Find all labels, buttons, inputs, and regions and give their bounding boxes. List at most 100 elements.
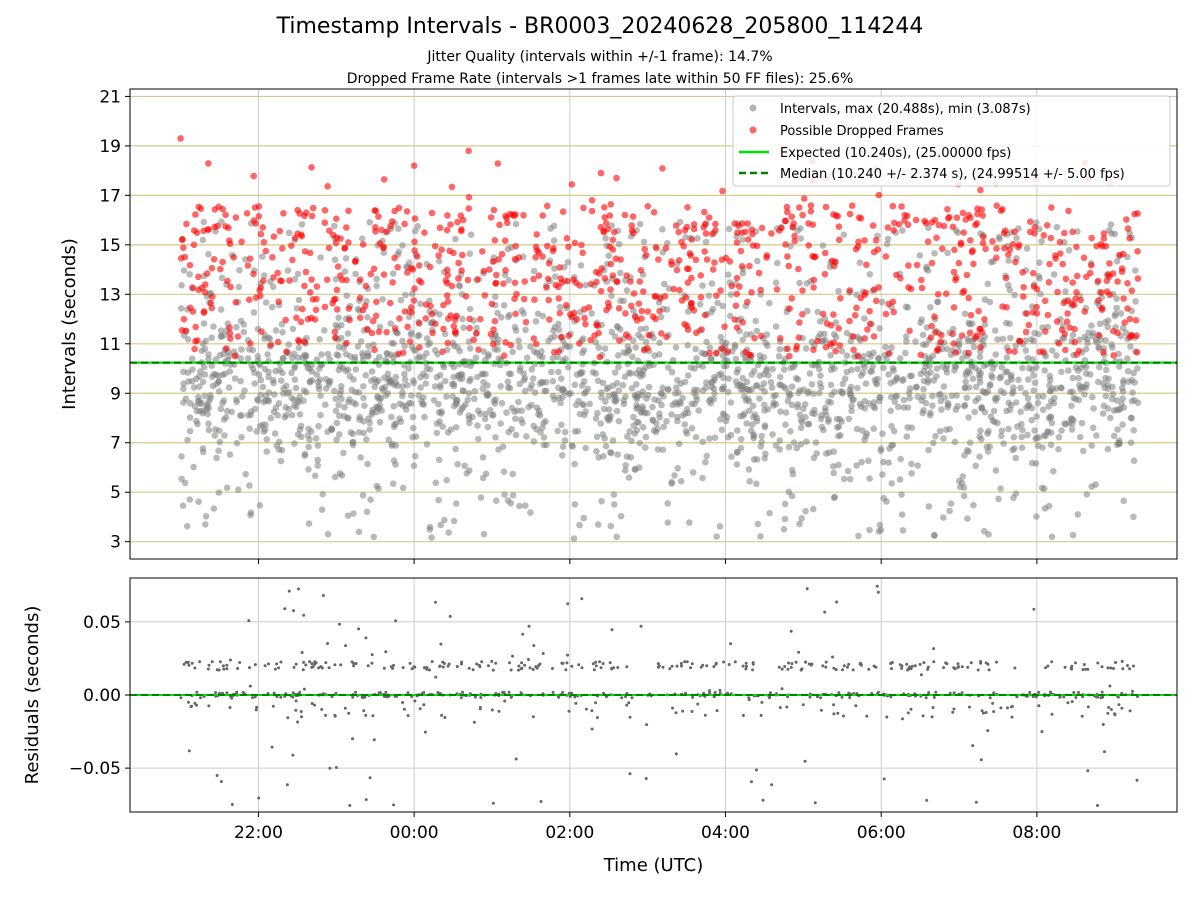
dropped-frame-point — [783, 203, 791, 211]
dropped-frame-point — [1025, 321, 1033, 329]
interval-point — [964, 515, 971, 522]
dropped-frame-point — [676, 286, 683, 294]
interval-point — [437, 521, 445, 529]
dropped-frame-point — [993, 254, 1000, 262]
interval-point — [902, 349, 909, 357]
interval-point — [251, 405, 259, 413]
interval-point — [838, 347, 846, 355]
interval-point — [804, 307, 811, 315]
dropped-frame-point — [180, 244, 187, 252]
interval-point — [796, 279, 803, 287]
interval-point — [739, 386, 747, 393]
dropped-frame-point — [718, 345, 726, 352]
interval-point — [961, 310, 969, 318]
interval-point — [186, 414, 194, 421]
interval-point — [1068, 402, 1075, 410]
residual-point — [486, 664, 490, 668]
residual-point — [491, 668, 495, 672]
residual-point — [801, 703, 805, 707]
interval-point — [878, 298, 886, 306]
interval-point — [239, 393, 246, 400]
dropped-frame-point — [953, 214, 961, 221]
interval-point — [954, 229, 962, 236]
interval-point — [235, 486, 242, 494]
interval-point — [947, 500, 955, 507]
dropped-frame-point — [1110, 327, 1117, 335]
dropped-frame-point — [644, 203, 652, 210]
interval-point — [848, 407, 855, 415]
residual-point — [680, 664, 683, 668]
interval-point — [254, 353, 262, 360]
dropped-frame-point — [1053, 318, 1061, 325]
interval-point — [213, 454, 220, 462]
interval-point — [592, 338, 599, 346]
residual-point — [360, 695, 364, 699]
dropped-frame-point — [227, 335, 234, 342]
residual-point — [333, 714, 337, 718]
interval-point — [1028, 336, 1035, 343]
interval-point — [966, 439, 974, 447]
interval-point — [797, 225, 804, 232]
interval-point — [332, 395, 339, 403]
dropped-frame-point — [552, 281, 559, 289]
residual-point — [251, 696, 254, 700]
interval-point — [571, 501, 579, 508]
dropped-frame-point — [616, 337, 623, 344]
interval-point — [603, 385, 611, 393]
interval-point — [294, 270, 302, 278]
interval-point — [460, 387, 467, 395]
interval-point — [1082, 345, 1090, 353]
interval-point — [452, 424, 460, 431]
interval-point — [522, 326, 529, 334]
dropped-frame-point — [1016, 338, 1024, 345]
residual-point — [960, 665, 964, 669]
interval-point — [743, 378, 751, 386]
interval-point — [656, 339, 663, 347]
interval-point — [555, 368, 562, 376]
interval-point — [689, 469, 697, 476]
interval-point — [836, 415, 843, 423]
residual-point — [436, 691, 440, 694]
interval-point — [1129, 389, 1136, 396]
dropped-frame-point — [799, 211, 806, 219]
dropped-frame-point — [1062, 275, 1070, 283]
interval-point — [545, 337, 552, 345]
dropped-frame-point — [309, 296, 317, 303]
interval-point — [306, 378, 314, 385]
interval-point — [721, 411, 728, 419]
dropped-frame-point — [1023, 310, 1030, 317]
residual-point — [480, 660, 484, 664]
residual-point — [222, 667, 226, 671]
dropped-frame-point — [933, 347, 941, 355]
interval-point — [218, 274, 226, 282]
interval-point — [210, 323, 217, 330]
interval-point — [923, 263, 930, 271]
dropped-frame-point — [530, 275, 537, 283]
residual-point — [681, 709, 685, 713]
residual-point — [460, 660, 464, 664]
dropped-frame-point — [504, 219, 511, 227]
residual-point — [616, 666, 620, 669]
dropped-frame-point — [748, 289, 755, 296]
dropped-frame-point — [650, 209, 658, 216]
interval-point — [802, 345, 810, 352]
dropped-frame-point — [422, 301, 430, 308]
dropped-frame-point — [1071, 338, 1078, 346]
dropped-frame-point — [1116, 251, 1123, 259]
dropped-frame-point — [945, 215, 952, 222]
interval-point — [358, 235, 366, 242]
interval-point — [782, 385, 789, 392]
interval-point — [592, 370, 599, 377]
interval-point — [991, 418, 998, 426]
dropped-frame-point — [785, 262, 792, 270]
dropped-frame-point — [410, 297, 418, 304]
interval-point — [515, 337, 522, 344]
interval-point — [410, 346, 418, 354]
residual-point — [594, 701, 598, 705]
dropped-frame-point — [603, 306, 610, 314]
interval-point — [753, 480, 760, 488]
interval-point — [538, 378, 545, 386]
dropped-frame-point — [338, 276, 346, 284]
dropped-frame-point — [835, 325, 842, 332]
interval-point — [1034, 442, 1042, 450]
